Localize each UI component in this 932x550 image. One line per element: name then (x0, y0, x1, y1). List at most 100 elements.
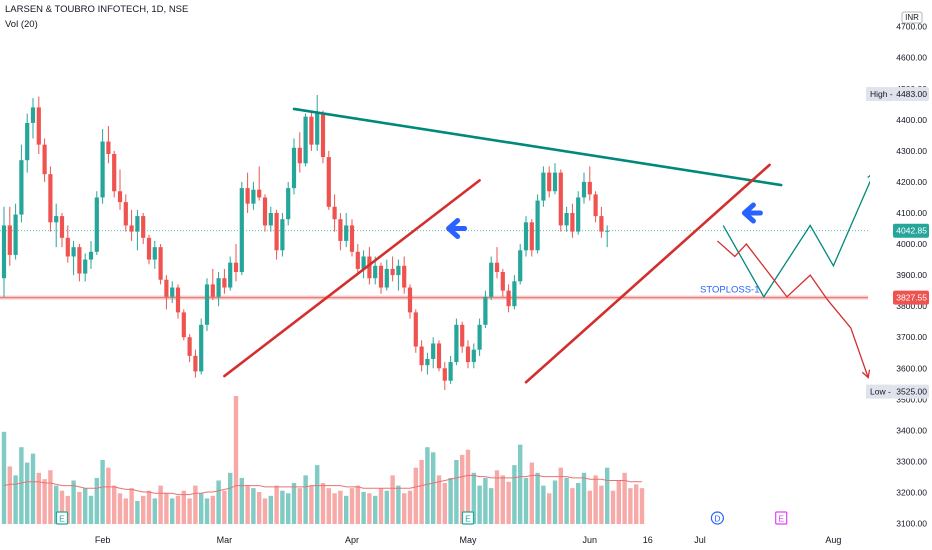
volume-pane (1, 396, 645, 524)
candle-body (239, 188, 244, 272)
candle-body (135, 216, 140, 232)
candle-body (291, 147, 297, 189)
trendline-resistance (292, 107, 783, 187)
candle-body (344, 225, 349, 241)
candle-body (42, 144, 47, 175)
volume-bar (413, 467, 418, 524)
candle-body (512, 281, 517, 307)
candle-body (535, 200, 540, 251)
candle-body (373, 265, 378, 279)
candle-body (547, 172, 552, 192)
candle-body (489, 262, 494, 297)
volume-bar (19, 447, 24, 524)
time-tick-label: Feb (95, 535, 111, 545)
volume-bar (512, 465, 517, 524)
candle-body (413, 312, 418, 347)
high-price-label: High - (870, 89, 893, 99)
volume-bar (25, 462, 30, 524)
volume-bar (164, 493, 169, 524)
volume-bar (239, 477, 244, 524)
candle-body (228, 262, 233, 288)
candle-body (326, 157, 331, 207)
candle-body (506, 290, 511, 307)
volume-bar (77, 492, 82, 524)
candle-body (199, 324, 204, 372)
volume-bar (454, 460, 459, 524)
volume-bar (378, 488, 384, 524)
volume-bar (320, 483, 326, 524)
candle-body (141, 216, 146, 238)
price-tick-label: 3400.00 (896, 425, 927, 435)
candle-body (396, 265, 401, 276)
candle-body (170, 287, 175, 297)
candle-body (564, 212, 569, 226)
volume-bar (315, 465, 320, 524)
volume-bar (280, 490, 285, 524)
currency-box (901, 11, 923, 24)
volume-bar (106, 467, 111, 524)
candle-body (436, 343, 442, 369)
volume-bar (59, 490, 65, 524)
volume-bar (541, 485, 546, 524)
price-tick-label: 3500.00 (896, 394, 927, 404)
volume-bar (436, 475, 442, 524)
candle-body (13, 214, 18, 255)
volume-bar (199, 493, 204, 524)
volume-bar (112, 485, 117, 524)
volume-bar (599, 485, 604, 524)
volume-bar (257, 492, 262, 524)
volume-bar (158, 485, 163, 524)
candle-body (431, 343, 436, 359)
currency-label: INR (905, 13, 919, 22)
candle-body (36, 107, 41, 145)
volume-bar (309, 485, 314, 524)
earnings-marker (775, 511, 788, 525)
candle-body (54, 216, 59, 223)
volume-bar (425, 447, 430, 524)
candle-body (454, 324, 459, 363)
volume-bar (117, 493, 123, 524)
last-price-badge (893, 223, 929, 238)
volume-bar (286, 493, 291, 524)
drawings: STOPLOSS-1 E E D E (55, 107, 876, 525)
volume-bar (65, 495, 70, 524)
candle-body (419, 346, 424, 366)
volume-bar (535, 472, 540, 524)
volume-bar (593, 475, 598, 524)
dividend-marker (710, 511, 725, 525)
earnings-marker (55, 511, 69, 525)
candle-body (541, 172, 546, 201)
event-marker-label: E (59, 514, 65, 524)
trendline-support-1 (223, 179, 481, 378)
candle-body (384, 268, 389, 288)
candle-body (268, 212, 273, 226)
volume-bar (141, 495, 146, 524)
candle-body (425, 358, 430, 366)
volume-bar (170, 498, 175, 524)
price-tick-label: 4700.00 (896, 22, 927, 32)
candle-body (216, 278, 221, 297)
candle-body (152, 247, 157, 260)
time-tick-label: Aug (825, 535, 841, 545)
candle-body (500, 272, 505, 291)
volume-bar (245, 485, 250, 524)
candle-body (245, 188, 250, 204)
candle-body (593, 194, 598, 217)
stoploss-price-badge (893, 290, 929, 305)
time-tick-label: Jun (583, 535, 598, 545)
low-price-value: 3525.00 (896, 387, 927, 397)
volume-bar (634, 484, 639, 524)
candle-body (477, 324, 482, 350)
bearish-projection-arrowhead (861, 369, 871, 379)
stoploss-price-value: 3827.55 (896, 293, 927, 303)
volume-bar (384, 490, 389, 524)
candle-body (181, 312, 186, 338)
volume-bar (13, 475, 18, 524)
price-tick-label: 3700.00 (896, 332, 927, 342)
volume-bar (1, 431, 7, 524)
volume-bar (7, 466, 12, 524)
candle-body (193, 355, 198, 372)
volume-bar (373, 495, 378, 524)
candle-body (402, 265, 407, 288)
